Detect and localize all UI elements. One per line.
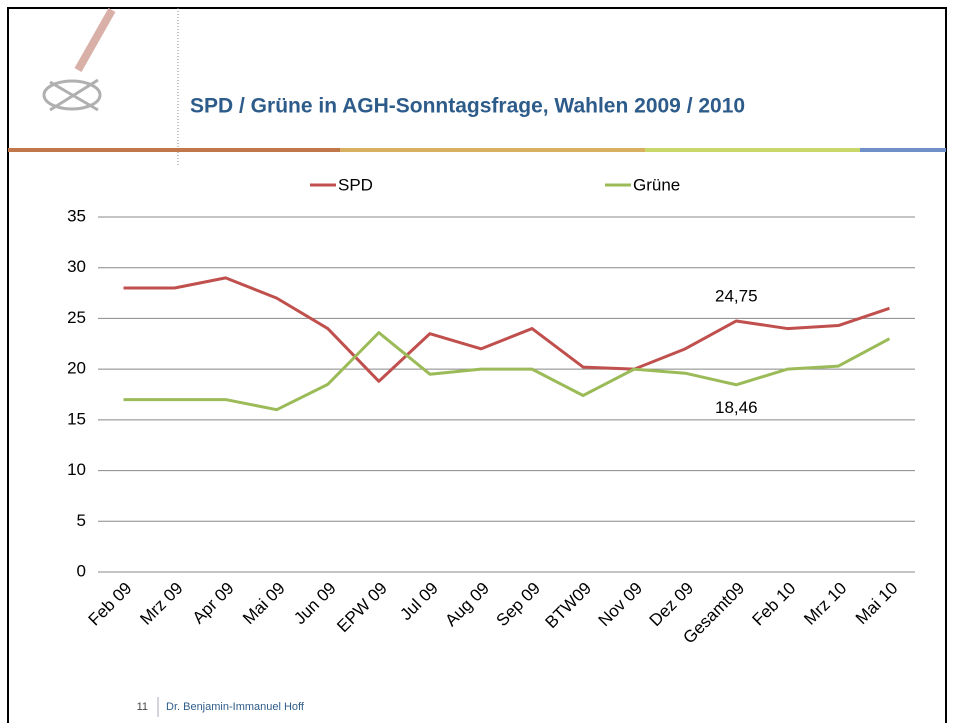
y-tick-label: 35 [67, 206, 86, 225]
footer-author: Dr. Benjamin-Immanuel Hoff [166, 701, 305, 713]
y-tick-label: 0 [77, 561, 86, 580]
legend-label: Grüne [633, 175, 680, 194]
series-line [124, 278, 890, 381]
x-tick-label: Sep 09 [492, 579, 544, 631]
legend-label: SPD [338, 175, 373, 194]
page: SPD / Grüne in AGH-Sonntagsfrage, Wahlen… [0, 0, 954, 723]
x-tick-label: Nov 09 [595, 579, 647, 631]
y-tick-label: 5 [77, 511, 86, 530]
series-line [124, 333, 890, 410]
x-tick-label: Feb 09 [85, 579, 136, 630]
x-tick-label: Feb 10 [748, 579, 799, 630]
slide-title: SPD / Grüne in AGH-Sonntagsfrage, Wahlen… [190, 95, 745, 118]
y-tick-label: 25 [67, 308, 86, 327]
logo [44, 10, 112, 110]
y-tick-label: 15 [67, 409, 86, 428]
x-tick-label: Apr 09 [189, 579, 238, 628]
header-rule [860, 148, 946, 152]
y-tick-label: 10 [67, 460, 86, 479]
y-tick-label: 20 [67, 359, 86, 378]
x-tick-label: Jun 09 [290, 579, 340, 629]
y-tick-label: 30 [67, 257, 86, 276]
x-tick-label: BTW09 [542, 579, 596, 633]
x-tick-label: Mrz 10 [800, 579, 850, 629]
x-tick-label: Jul 09 [396, 579, 442, 625]
slide: SPD / Grüne in AGH-Sonntagsfrage, Wahlen… [0, 0, 954, 723]
x-tick-label: Aug 09 [441, 579, 493, 631]
header-rule [8, 148, 340, 152]
x-tick-label: Dez 09 [646, 579, 698, 631]
data-label: 24,75 [715, 286, 758, 305]
x-tick-label: EPW 09 [333, 579, 391, 637]
header-rule [340, 148, 645, 152]
header-rule [645, 148, 860, 152]
x-tick-label: Mai 10 [852, 579, 902, 629]
page-number: 11 [137, 701, 148, 713]
x-tick-label: Mai 09 [239, 579, 289, 629]
data-label: 18,46 [715, 398, 758, 417]
x-tick-label: Mrz 09 [136, 579, 186, 629]
